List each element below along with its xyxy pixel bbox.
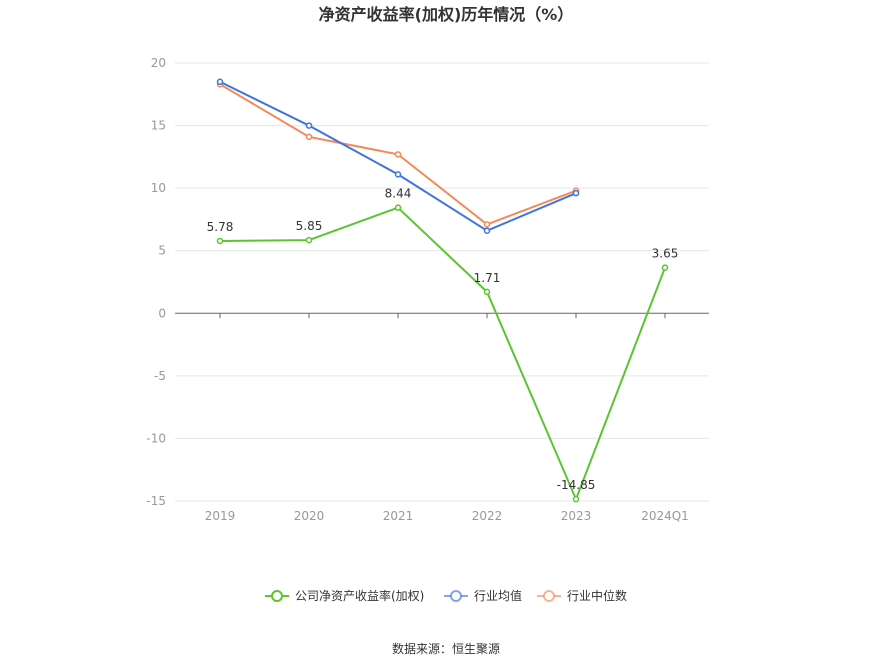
- legend-marker-icon: [543, 590, 555, 602]
- data-point: [305, 133, 313, 141]
- data-point: [483, 227, 491, 234]
- y-tick-label: 20: [151, 56, 166, 70]
- legend-label: 公司净资产收益率(加权): [295, 588, 424, 603]
- y-tick-label: 5: [158, 244, 166, 258]
- grid-lines: [175, 62, 709, 502]
- data-point: [661, 264, 669, 271]
- data-point: [394, 151, 402, 158]
- data-point: [305, 236, 313, 244]
- data-point: [216, 237, 224, 245]
- data-point: [572, 189, 580, 197]
- data-label: 8.44: [385, 187, 412, 201]
- x-tick-label: 2023: [561, 509, 592, 523]
- data-point: [572, 495, 580, 503]
- legend-label: 行业均值: [474, 588, 522, 603]
- chart-title: 净资产收益率(加权)历年情况（%）: [319, 5, 574, 24]
- legend-marker-icon: [450, 590, 462, 602]
- data-label: 1.71: [474, 271, 501, 285]
- x-tick-label: 2019: [205, 509, 236, 523]
- data-point: [394, 204, 402, 211]
- y-tick-label: -10: [146, 431, 166, 445]
- series-lines: [216, 78, 669, 503]
- data-label: 5.85: [296, 219, 323, 233]
- data-point: [305, 122, 313, 129]
- axes: 20 15 10 5 0 -5 -10 -15 2019 2020 2021 2022 2023 2024…: [146, 56, 709, 523]
- data-source: 数据来源：恒生聚源: [392, 641, 500, 656]
- series-line-0: [219, 206, 666, 501]
- legend-item-0[interactable]: 公司净资产收益率(加权): [265, 588, 424, 603]
- x-tick-label: 2022: [472, 509, 503, 523]
- data-label: -14.85: [557, 478, 596, 492]
- y-tick-label: 15: [151, 119, 166, 133]
- x-tick-label: 2021: [383, 509, 414, 523]
- y-tick-label: -15: [146, 494, 166, 508]
- data-point: [483, 288, 491, 296]
- legend-item-1[interactable]: 行业均值: [444, 588, 522, 603]
- y-tick-label: -5: [154, 369, 166, 383]
- data-label: 5.78: [207, 220, 234, 234]
- data-point: [394, 171, 402, 178]
- y-tick-label: 10: [151, 181, 166, 195]
- y-tick-label: 0: [158, 306, 166, 320]
- legend-marker-icon: [271, 590, 283, 602]
- data-point: [483, 221, 491, 228]
- x-tick-label: 2020: [294, 509, 325, 523]
- data-point: [216, 78, 224, 86]
- x-tick-label: 2024Q1: [641, 509, 689, 523]
- data-labels: 5.78 5.85 8.44 1.71 -14.85 3.65: [207, 187, 679, 492]
- legend: 公司净资产收益率(加权) 行业均值 行业中位数: [265, 588, 627, 603]
- data-label: 3.65: [652, 247, 679, 261]
- legend-item-2[interactable]: 行业中位数: [537, 588, 627, 603]
- legend-label: 行业中位数: [567, 588, 627, 603]
